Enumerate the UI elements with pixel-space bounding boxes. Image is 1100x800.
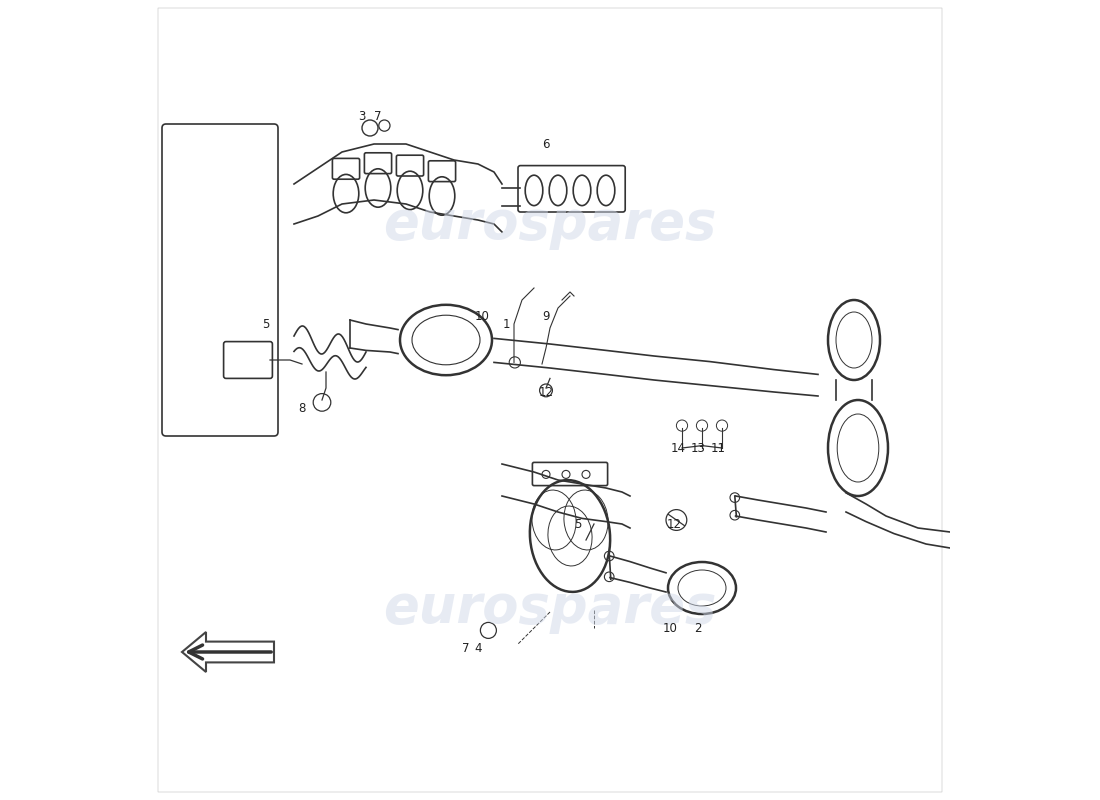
Text: eurospares: eurospares [383, 582, 717, 634]
FancyBboxPatch shape [158, 8, 942, 792]
Text: 3: 3 [359, 110, 365, 122]
Text: 6: 6 [542, 138, 550, 150]
Text: eurospares: eurospares [383, 198, 717, 250]
Text: 10: 10 [662, 622, 678, 634]
Text: 13: 13 [691, 442, 705, 454]
Text: 10: 10 [474, 310, 490, 322]
Text: 5: 5 [574, 518, 582, 530]
Text: 7: 7 [374, 110, 382, 122]
Text: 4: 4 [474, 642, 482, 654]
Text: 9: 9 [542, 310, 550, 322]
Text: 12: 12 [539, 386, 553, 398]
Text: 7: 7 [462, 642, 470, 654]
Text: 1: 1 [503, 318, 509, 330]
Text: 2: 2 [694, 622, 702, 634]
Text: 11: 11 [711, 442, 726, 454]
Text: 5: 5 [262, 318, 270, 330]
Text: 8: 8 [298, 402, 306, 414]
Text: 12: 12 [667, 518, 682, 530]
Text: 14: 14 [671, 442, 685, 454]
